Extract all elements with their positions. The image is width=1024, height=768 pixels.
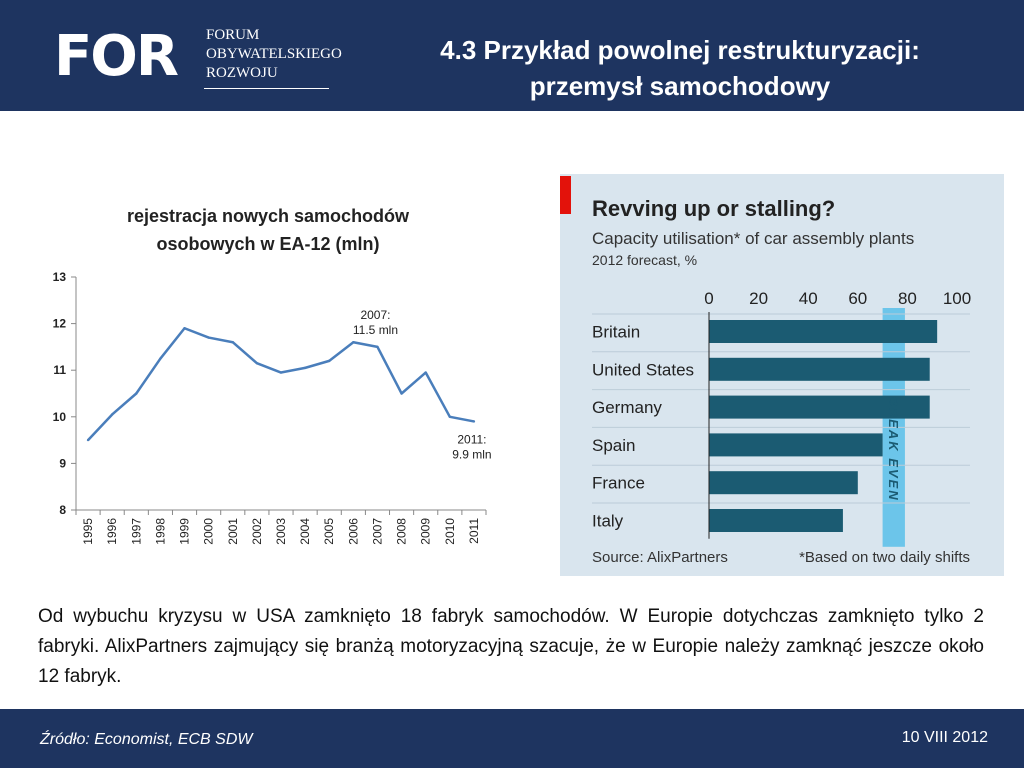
- capacity-bar: [709, 509, 843, 532]
- bar-chart-footnote: *Based on two daily shifts: [799, 549, 970, 566]
- category-label: Germany: [592, 398, 662, 417]
- capacity-bar: [709, 471, 858, 495]
- category-label: Britain: [592, 323, 640, 342]
- data-point: [159, 357, 162, 360]
- y-tick-label: 13: [53, 270, 67, 284]
- x-tick-label: 1998: [153, 518, 167, 545]
- x-tick-label: 1995: [81, 518, 95, 545]
- bar-chart-svg: Revving up or stalling? Capacity utilisa…: [560, 176, 971, 566]
- x-tick-label: 2006: [346, 518, 360, 545]
- data-point: [352, 341, 355, 344]
- registrations-series-line: [87, 327, 475, 441]
- line-chart-title: rejestracja nowych samochodów: [127, 206, 410, 226]
- source-note: Źródło: Economist, ECB SDW: [40, 731, 253, 748]
- data-point: [86, 438, 90, 442]
- data-point: [424, 371, 427, 374]
- slide-title: 4.3 Przykład powolnej restrukturyzacji: …: [380, 32, 980, 104]
- data-point: [303, 366, 307, 370]
- x-tick-label: 1997: [129, 518, 143, 545]
- logo-sub-line: FORUM: [206, 27, 260, 43]
- x-tick-label: 2004: [298, 518, 312, 545]
- bar-chart-subtitle: 2012 forecast, %: [592, 252, 697, 268]
- data-point: [207, 336, 210, 339]
- category-label: Italy: [592, 512, 624, 531]
- x-tick-label: 2001: [226, 518, 240, 545]
- footer-bar: Źródło: Economist, ECB SDW 10 VIII 2012: [0, 709, 1024, 768]
- data-point: [472, 420, 476, 423]
- logo-subtitle: FORUM OBYWATELSKIEGO ROZWOJU: [206, 26, 342, 83]
- data-point: [231, 341, 234, 344]
- break-even-label: BREAK EVEN: [886, 396, 901, 501]
- bar-chart-plot: 0 20 40 60 80 100 Britain United States Germany S…: [592, 289, 971, 547]
- capacity-bar: [709, 320, 938, 343]
- x-tick-label: 2003: [274, 518, 288, 545]
- line-chart-svg: rejestracja nowych samochodów osobowych …: [53, 206, 492, 545]
- x-tick-label: 100: [943, 289, 971, 308]
- slide-title-line: przemysł samochodowy: [529, 71, 831, 101]
- accent-tag: [560, 176, 571, 214]
- annotation-label: 11.5 mln: [353, 323, 398, 337]
- x-tick-label: 2009: [419, 518, 433, 545]
- line-chart-plot: 2007:11.5 mln 2011:9.9 mln: [86, 308, 492, 461]
- data-point: [183, 327, 186, 330]
- x-tick-label: 1996: [105, 518, 119, 545]
- x-tick-label: 2010: [443, 518, 457, 545]
- for-logo: FOR FORUM OBYWATELSKIEGO ROZWOJU: [54, 22, 354, 92]
- slide-date: 10 VIII 2012: [901, 729, 988, 746]
- data-point: [110, 413, 114, 416]
- x-tick-label: 80: [898, 289, 917, 308]
- x-tick-label: 20: [749, 289, 768, 308]
- data-point: [448, 415, 452, 418]
- data-point: [400, 392, 403, 395]
- y-tick-label: 8: [59, 503, 66, 517]
- header-bar: FOR FORUM OBYWATELSKIEGO ROZWOJU 4.3 Prz…: [0, 0, 1024, 111]
- registrations-line-chart: rejestracja nowych samochodów osobowych …: [36, 195, 556, 565]
- y-tick-label: 11: [53, 363, 66, 377]
- bar-chart-subtitle: Capacity utilisation* of car assembly pl…: [592, 229, 914, 248]
- annotation-label: 2011:: [457, 432, 486, 446]
- x-tick-label: 40: [799, 289, 818, 308]
- x-tick-label: 2008: [395, 518, 409, 545]
- annotation-label: 9.9 mln: [452, 447, 491, 461]
- category-label: Spain: [592, 436, 635, 455]
- x-tick-label: 2011: [467, 518, 481, 544]
- logo-sub-line: OBYWATELSKIEGO: [206, 46, 342, 62]
- logo-text: FOR: [54, 24, 179, 89]
- x-tick-label: 2002: [250, 518, 264, 545]
- line-chart-title: osobowych w EA-12 (mln): [156, 234, 379, 254]
- data-point: [279, 371, 283, 374]
- category-label: United States: [592, 360, 694, 379]
- capacity-bar-chart: Revving up or stalling? Capacity utilisa…: [560, 174, 1004, 576]
- x-tick-label: 2000: [202, 518, 216, 545]
- logo-sub-line: ROZWOJU: [206, 65, 278, 81]
- logo-underline: [204, 88, 329, 89]
- data-point: [376, 345, 379, 349]
- data-point: [328, 359, 331, 363]
- x-tick-label: 2005: [322, 518, 336, 545]
- y-tick-label: 9: [59, 456, 66, 470]
- slide-title-line: 4.3 Przykład powolnej restrukturyzacji:: [440, 35, 920, 65]
- capacity-bar: [709, 357, 930, 381]
- line-chart-axes: 8 9 10 11 12 13 1995 1996 1997 1998 1999 2000 2001 20…: [53, 270, 487, 545]
- bar-chart-title: Revving up or stalling?: [592, 196, 835, 221]
- capacity-bar: [709, 395, 930, 419]
- y-tick-label: 10: [53, 410, 67, 424]
- category-label: France: [592, 474, 645, 493]
- y-tick-label: 12: [53, 317, 67, 331]
- body-paragraph: Od wybuchu kryzysu w USA zamknięto 18 fa…: [38, 606, 984, 687]
- data-point: [135, 392, 138, 395]
- x-tick-label: 2007: [370, 518, 384, 545]
- x-tick-label: 0: [704, 289, 713, 308]
- x-tick-label: 60: [848, 289, 867, 308]
- data-point: [255, 362, 259, 365]
- capacity-bar: [709, 433, 883, 457]
- x-tick-label: 1999: [178, 518, 192, 545]
- bar-chart-source: Source: AlixPartners: [592, 549, 728, 566]
- annotation-label: 2007:: [360, 308, 390, 322]
